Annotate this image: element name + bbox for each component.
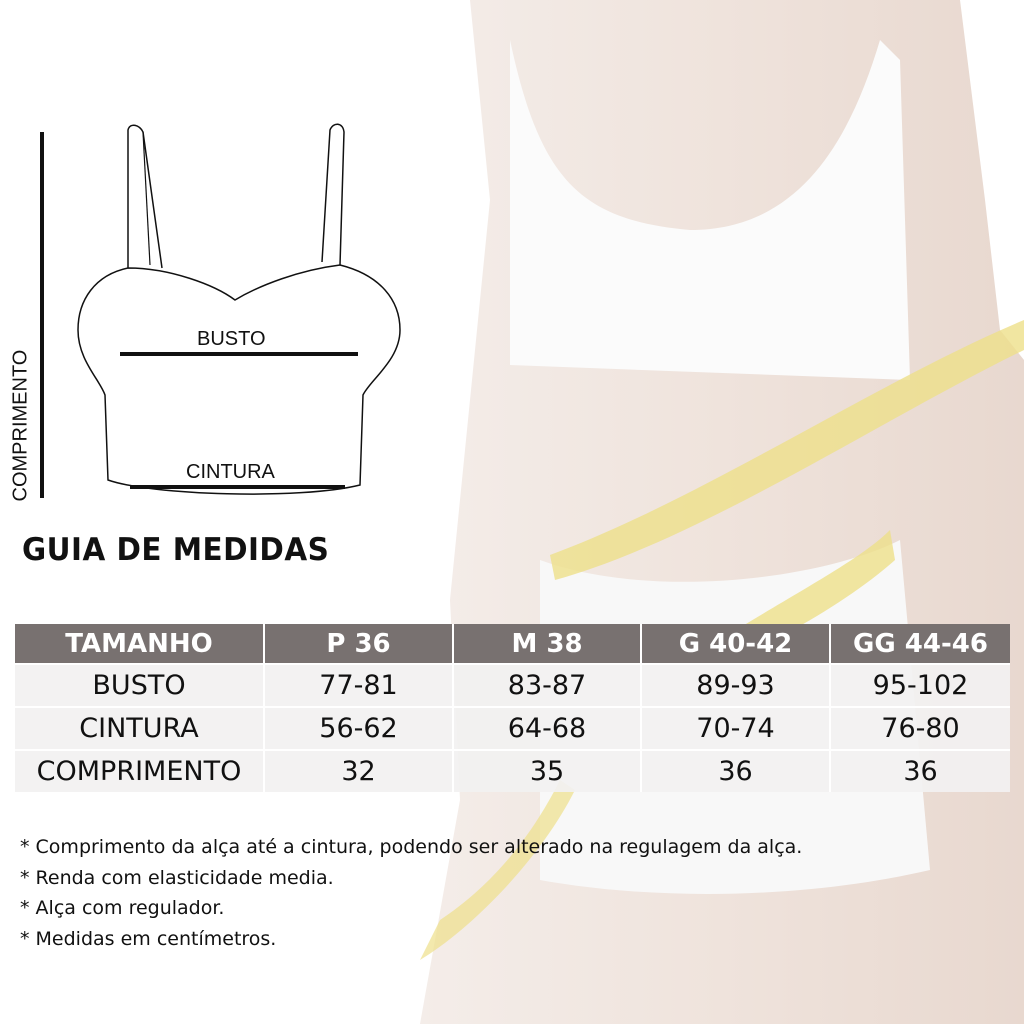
cell: 64-68 xyxy=(453,706,642,750)
column-header: G 40-42 xyxy=(641,624,831,664)
note: * Comprimento da alça até a cintura, pod… xyxy=(20,836,803,858)
notes: * Comprimento da alça até a cintura, pod… xyxy=(20,832,802,954)
table-row: CINTURA 56-62 64-68 70-74 76-80 xyxy=(15,706,1010,750)
column-header: M 38 xyxy=(453,624,642,664)
row-label: COMPRIMENTO xyxy=(15,749,265,792)
cell: 70-74 xyxy=(641,706,831,750)
note: * Medidas em centímetros. xyxy=(20,927,277,950)
table-header-row: TAMANHO P 36 M 38 G 40-42 GG 44-46 xyxy=(15,624,1010,664)
cell: 36 xyxy=(641,749,831,792)
table-row: COMPRIMENTO 32 35 36 36 xyxy=(15,749,1010,792)
column-header: P 36 xyxy=(264,624,454,664)
size-table: TAMANHO P 36 M 38 G 40-42 GG 44-46 BUSTO… xyxy=(15,624,1010,792)
bra-outline-drawing xyxy=(40,123,401,498)
cell: 32 xyxy=(264,749,454,792)
cell: 77-81 xyxy=(264,663,454,707)
page-title: GUIA DE MEDIDAS xyxy=(22,532,330,568)
cell: 76-80 xyxy=(830,706,1010,750)
cell: 95-102 xyxy=(830,663,1010,707)
column-header: GG 44-46 xyxy=(830,624,1010,664)
table-row: BUSTO 77-81 83-87 89-93 95-102 xyxy=(15,663,1010,707)
cell: 56-62 xyxy=(264,706,454,750)
cell: 89-93 xyxy=(641,663,831,707)
cell: 36 xyxy=(830,749,1010,792)
note: * Alça com regulador. xyxy=(20,897,225,919)
bust-label: BUSTO xyxy=(197,328,266,350)
cell: 35 xyxy=(453,749,642,792)
length-label: COMPRIMENTO xyxy=(9,349,32,502)
waist-label: CINTURA xyxy=(186,461,275,483)
note: * Renda com elasticidade media. xyxy=(20,866,334,889)
bra-sketch: COMPRIMENTO BUSTO CINTURA xyxy=(0,110,420,520)
row-label: BUSTO xyxy=(15,663,265,707)
row-label: CINTURA xyxy=(15,706,265,750)
cell: 83-87 xyxy=(453,663,642,707)
column-header: TAMANHO xyxy=(15,624,265,664)
